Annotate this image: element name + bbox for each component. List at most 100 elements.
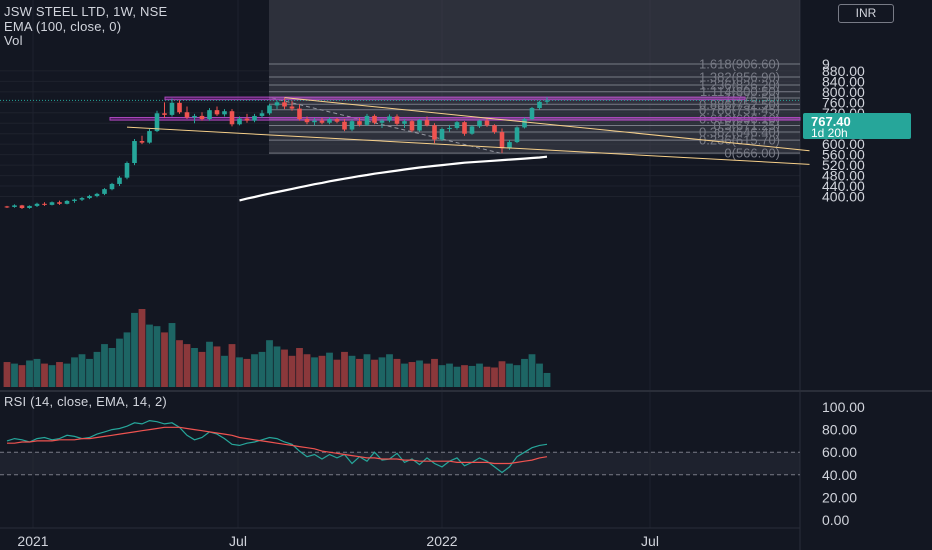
candle-body xyxy=(132,141,137,164)
candle-body xyxy=(289,106,295,109)
volume-bar xyxy=(363,354,371,387)
candle-body xyxy=(42,203,47,205)
candle-body xyxy=(139,141,145,143)
candle-body xyxy=(34,203,40,206)
volume-bar xyxy=(26,360,33,387)
trend-lines[interactable] xyxy=(126,97,810,165)
candle-body xyxy=(214,110,220,115)
candle-body xyxy=(312,120,317,123)
zone-support xyxy=(109,116,801,121)
candle-body xyxy=(244,118,250,121)
candle-body xyxy=(27,205,32,209)
volume-bar xyxy=(243,358,251,387)
volume-bar xyxy=(498,361,506,387)
legend-ema[interactable]: EMA (100, close, 0) xyxy=(4,19,122,34)
candle-body xyxy=(49,202,55,205)
volume-bar xyxy=(536,363,543,387)
candle-body xyxy=(87,195,92,199)
fib-level-label: 1.382(856.90) xyxy=(699,69,780,84)
fib-level-label: 0.236(615.70) xyxy=(699,133,780,148)
volume-bar xyxy=(48,365,56,387)
volume-bar xyxy=(168,323,176,387)
candle-body xyxy=(117,177,122,184)
zone-resistance xyxy=(164,96,746,101)
volume-bar xyxy=(273,346,281,387)
volume-bar xyxy=(506,363,513,387)
candle-body xyxy=(12,205,17,207)
legend-rsi[interactable]: RSI (14, close, EMA, 14, 2) xyxy=(4,394,167,409)
candle-body xyxy=(342,121,347,130)
time-tick-label: 2021 xyxy=(17,533,48,549)
candle-body xyxy=(334,119,340,122)
candle-body xyxy=(252,115,257,121)
candle-body xyxy=(109,183,115,190)
fib-level-label: 0.382(646.40) xyxy=(699,125,780,140)
candle-body xyxy=(387,116,392,121)
volume-bar xyxy=(213,346,221,387)
rsi-tick-label: 20.00 xyxy=(822,489,857,505)
volume-bar xyxy=(228,344,236,387)
volume-bar xyxy=(476,363,483,387)
volume-bar xyxy=(206,341,213,387)
volume-bar xyxy=(543,372,551,387)
candle-body xyxy=(64,200,70,204)
candle-body xyxy=(222,111,227,115)
trend-line-1 xyxy=(284,97,810,152)
volume-bar xyxy=(438,365,446,387)
volume-bar xyxy=(131,312,138,387)
axes: 400.00440.00480.00520.00560.00600.00640.… xyxy=(17,56,865,549)
candle-body xyxy=(237,118,242,125)
volume-bar xyxy=(138,309,146,387)
fibonacci-retracement[interactable]: 1.618(906.60)1.382(856.90)1.236(826.20)1… xyxy=(269,0,800,161)
candle-body xyxy=(417,120,422,131)
volume-bar xyxy=(281,349,288,387)
candle-body xyxy=(282,102,287,107)
candle-body xyxy=(492,125,497,133)
time-tick-label: 2022 xyxy=(426,533,457,549)
candle-body xyxy=(499,132,505,149)
rsi-tick-label: 0.00 xyxy=(822,512,849,528)
candle-body xyxy=(529,108,535,120)
rsi-line xyxy=(6,419,548,474)
candles xyxy=(4,97,550,210)
legend-volume[interactable]: Vol xyxy=(4,33,23,48)
candle-body xyxy=(274,102,280,106)
candle-body xyxy=(19,205,25,209)
candle-body xyxy=(484,120,490,126)
currency-button[interactable]: INR xyxy=(838,4,894,23)
volume-bar xyxy=(123,332,131,387)
candle-body xyxy=(72,199,77,201)
volume-bar xyxy=(423,363,431,387)
volume-bar xyxy=(93,351,101,387)
candle-body xyxy=(297,108,302,120)
candle-body xyxy=(544,100,550,102)
legend-symbol[interactable]: JSW STEEL LTD, 1W, NSE xyxy=(4,4,168,19)
last-price-label: 767.40 xyxy=(811,114,851,129)
fib-level-label: 0.618(696.10) xyxy=(699,112,780,127)
volume-bar xyxy=(491,367,498,387)
volume-bar xyxy=(71,357,78,387)
candle-body xyxy=(349,121,355,130)
candle-body xyxy=(409,121,415,131)
volume-bar xyxy=(393,358,401,387)
ema-line xyxy=(239,155,548,202)
price-tick-label: 560.00 xyxy=(822,147,865,163)
horizontal-zones[interactable] xyxy=(0,96,801,121)
volume-bar xyxy=(528,354,536,387)
candle-body xyxy=(169,102,175,115)
price-tick-label: 880.00 xyxy=(822,63,865,79)
candle-body xyxy=(192,115,197,118)
volume-bar xyxy=(161,332,168,387)
rsi-tick-label: 60.00 xyxy=(822,444,857,460)
candle-body xyxy=(184,112,190,118)
candle-body xyxy=(432,125,437,140)
volume-bar xyxy=(153,326,161,387)
volume-bar xyxy=(266,340,273,387)
trend-line-2 xyxy=(126,126,810,165)
price-tick-label: 440.00 xyxy=(822,178,865,194)
candle-body xyxy=(477,120,482,127)
volume-bar xyxy=(198,351,206,387)
volume-bar xyxy=(431,358,438,387)
volume-bar xyxy=(521,358,528,387)
